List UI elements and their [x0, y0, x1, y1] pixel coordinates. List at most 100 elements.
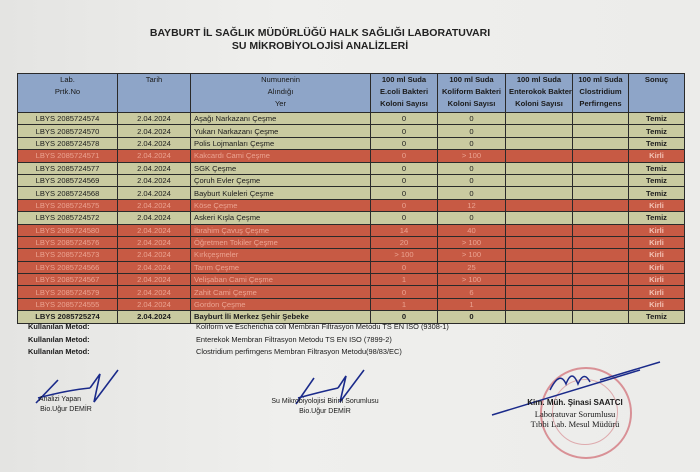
coliform-count: 25	[437, 260, 506, 275]
protocol-number: LBYS 2085724578	[17, 136, 118, 151]
column-header-line: Numunenin	[261, 75, 300, 84]
column-header: Tarih	[117, 73, 191, 113]
column-header: 100 ml Suda E.coli Bakteri Koloni Sayısı	[370, 73, 438, 113]
result-status: Temiz	[628, 310, 685, 324]
sample-date: 2.04.2024	[117, 273, 191, 287]
table-row: LBYS 2085724574 2.04.2024 Aşağı Narkazanı …	[17, 111, 685, 126]
clostridium-count	[572, 198, 629, 213]
column-header-line: 100 ml Suda	[516, 75, 562, 84]
protocol-number: LBYS 2085724580	[17, 223, 118, 237]
result-status: Temiz	[628, 124, 685, 138]
official-stamp	[540, 367, 632, 459]
manager-role: Laboratuvar Sorumlusu	[534, 409, 616, 419]
enterococcus-count	[505, 161, 573, 175]
column-header-line: 100 ml Suda	[381, 75, 427, 84]
protocol-number: LBYS 2085725274	[17, 310, 118, 324]
results-table: Lab. Prtk.No Tarih Numunenin Alındığı Yer 100 …	[17, 73, 685, 324]
protocol-number: LBYS 2085724572	[17, 211, 118, 225]
clostridium-count	[572, 111, 629, 126]
protocol-number: LBYS 2085724555	[17, 297, 118, 312]
clostridium-count	[572, 273, 629, 287]
result-status: Kirli	[628, 248, 685, 262]
table-row: LBYS 2085724580 2.04.2024 İbrahim Çavuş Çe…	[17, 223, 685, 237]
sample-date: 2.04.2024	[117, 111, 191, 126]
clostridium-count	[572, 297, 629, 312]
coliform-count: > 100	[437, 273, 506, 287]
protocol-number: LBYS 2085724579	[17, 285, 118, 299]
result-status: Kirli	[628, 273, 685, 287]
method-value: Enterekok Membran Filtrasyon Metodu TS E…	[196, 334, 392, 344]
protocol-number: LBYS 2085724574	[17, 111, 118, 126]
enterococcus-count	[505, 136, 573, 151]
coliform-count: > 100	[437, 149, 506, 163]
column-header-line: Perfirngens	[579, 99, 622, 108]
enterococcus-count	[505, 273, 573, 287]
column-header-line: E.coli Bakteri	[379, 87, 429, 96]
clostridium-count	[572, 173, 629, 188]
coliform-count: 0	[437, 310, 506, 324]
method-label: Kullanılan Metod:	[28, 347, 90, 356]
sample-date: 2.04.2024	[117, 285, 191, 299]
result-status: Kirli	[628, 223, 685, 237]
table-row: LBYS 2085724576 2.04.2024 Öğretmen Tokiler…	[17, 235, 685, 250]
ecoli-count: 0	[370, 186, 438, 200]
result-status: Temiz	[628, 161, 685, 175]
enterococcus-count	[505, 235, 573, 250]
clostridium-count	[572, 124, 629, 138]
sample-location: Yukarı Narkazanı Çeşme	[190, 124, 371, 138]
protocol-number: LBYS 2085724568	[17, 186, 118, 200]
coliform-count: 40	[437, 223, 506, 237]
sample-date: 2.04.2024	[117, 248, 191, 262]
sample-location: Aşağı Narkazanı Çeşme	[190, 111, 371, 126]
method-label: Kullanılan Metod:	[28, 334, 90, 344]
coliform-count: 0	[437, 161, 506, 175]
sample-date: 2.04.2024	[117, 198, 191, 213]
sample-date: 2.04.2024	[117, 173, 191, 188]
clostridium-count	[572, 310, 629, 324]
table-row: LBYS 2085725274 2.04.2024 Bayburt İli Merk…	[17, 310, 685, 324]
coliform-count: 12	[437, 198, 506, 213]
manager-title: Tıbbi Lab. Mesul Müdürü	[530, 419, 620, 429]
table-row: LBYS 2085724571 2.04.2024 Kakcardı Cami Çe…	[17, 149, 685, 163]
protocol-number: LBYS 2085724577	[17, 161, 118, 175]
coliform-count: 0	[437, 186, 506, 200]
column-header-line: Koloni Sayısı	[380, 99, 428, 108]
ecoli-count: 0	[370, 161, 438, 175]
manager-name: Kim. Müh. Şinasi SAATCI	[527, 398, 623, 407]
table-row: LBYS 2085724579 2.04.2024 Zahit Cami Çeşme…	[17, 285, 685, 299]
clostridium-count	[572, 161, 629, 175]
document-subtitle: SU MİKROBİYOLOJİSİ ANALİZLERİ	[231, 40, 409, 52]
sample-date: 2.04.2024	[117, 136, 191, 151]
table-row: LBYS 2085724572 2.04.2024 Askeri Kışla Çeş…	[17, 211, 685, 225]
sample-location: İbrahim Çavuş Çeşme	[190, 223, 371, 237]
protocol-number: LBYS 2085724567	[17, 273, 118, 287]
clostridium-count	[572, 211, 629, 225]
clostridium-count	[572, 223, 629, 237]
enterococcus-count	[505, 111, 573, 126]
column-header: Lab. Prtk.No	[17, 73, 118, 113]
enterococcus-count	[505, 198, 573, 213]
ecoli-count: 0	[370, 111, 438, 126]
sample-location: Kakcardı Cami Çeşme	[190, 149, 371, 163]
clostridium-count	[572, 248, 629, 262]
clostridium-count	[572, 136, 629, 151]
result-status: Kirli	[628, 285, 685, 299]
result-status: Temiz	[628, 136, 685, 151]
sample-location: Köse Çeşme	[190, 198, 371, 213]
column-header-line: 100 ml Suda	[578, 75, 623, 84]
column-header-line: Koloni Sayısı	[515, 99, 563, 108]
enterococcus-count	[505, 285, 573, 299]
column-header-line: Koloni Sayısı	[447, 99, 496, 108]
column-header-line: Yer	[274, 99, 287, 108]
result-status: Temiz	[628, 186, 685, 200]
sample-location: Askeri Kışla Çeşme	[190, 211, 371, 225]
sample-date: 2.04.2024	[117, 161, 191, 175]
column-header-line: 100 ml Suda	[449, 75, 494, 84]
column-header-line: Alındığı	[267, 87, 294, 96]
sample-location: Bayburt Kuleleri Çeşme	[190, 186, 371, 200]
sample-location: Kırkçeşmeler	[190, 248, 371, 262]
enterococcus-count	[505, 124, 573, 138]
table-row: LBYS 2085724570 2.04.2024 Yukarı Narkazanı…	[17, 124, 685, 138]
ecoli-count: 0	[370, 310, 438, 324]
enterococcus-count	[505, 173, 573, 188]
